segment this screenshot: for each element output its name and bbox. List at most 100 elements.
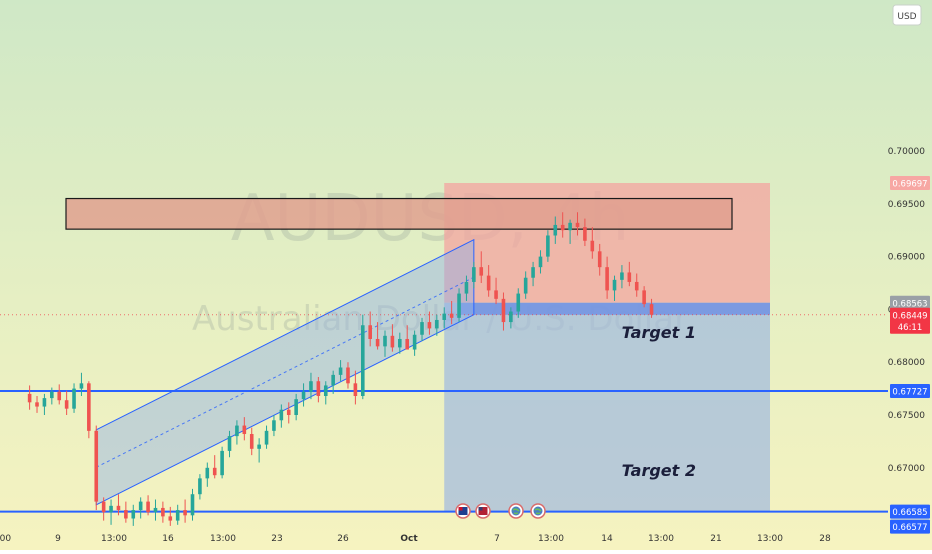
candle-body [116,505,121,511]
candle [279,404,284,428]
candle-body [590,240,595,252]
candle [560,212,565,238]
candle-body [435,319,439,329]
candle [153,499,158,521]
globe-icon [508,503,524,519]
candle [338,360,343,382]
candle-body [546,235,550,257]
candle-body [264,430,269,445]
candle-body [257,444,261,449]
candle-body [323,385,328,396]
candle [309,372,313,400]
us-flag-icon-fill [478,507,488,515]
candle-body [131,510,136,519]
stop-badge-bg [890,176,930,191]
price-tick: 0.70000 [888,147,925,157]
candle [405,325,410,350]
candle [583,218,587,247]
candle-body [175,510,180,521]
candle-body [568,222,572,231]
candle-body [72,388,76,409]
candle-body [634,281,639,291]
target-1-badge-text: 0.67727 [892,388,927,398]
take-profit-zone [444,302,770,512]
time-tick: 13:00 [538,534,564,544]
candle [235,420,239,445]
candle [161,501,165,523]
candle [220,446,224,479]
price-tick: 0.69500 [888,200,925,210]
target-1-label: Target 1 [622,323,696,342]
candle [523,271,528,299]
below-badge-text: 0.66577 [892,523,927,533]
candle-body [94,430,99,502]
time-tick: 13:00 [210,534,236,544]
candle-body [279,409,284,421]
candle [449,300,454,325]
candle-body [79,383,84,389]
candle-body [368,325,372,339]
candle [612,275,617,301]
candle-body [294,399,298,416]
candle [390,324,395,352]
currency-label: USD [897,12,916,22]
globe-icon [530,503,546,519]
candle [227,430,232,458]
candle [87,381,91,439]
candles-layer [27,212,654,526]
candle [642,286,646,308]
price-tick: 0.67000 [888,464,925,474]
candle [183,499,187,523]
time-tick: 23 [271,534,282,544]
candle-body [346,367,350,384]
time-axis[interactable]: 8:00 9 13:00 16 13:00 23 26 Oct 7 13:00 14 13:00 21 1… [0,534,831,544]
candle [398,332,402,354]
candle-body [457,293,461,318]
candle-body [153,507,158,513]
price-tick: 0.69000 [888,253,925,263]
candle-body [360,325,365,396]
candle-body [464,281,469,294]
candle-body [242,425,247,435]
candle [501,292,506,331]
entry-badge: 0.68563 [890,295,930,310]
price-badges: 0.69697 0.68563 0.68449 46:11 0.67727 0.66585… [890,176,930,534]
candle [27,385,32,410]
candle [346,362,350,389]
target-2-badge-bg [890,504,930,519]
time-tick: 14 [601,534,613,544]
candle [427,311,432,335]
candle-body [509,311,513,323]
candle [175,504,180,525]
candle-body [146,501,150,513]
us-flag-icon-canton [478,507,483,511]
candle-body [338,367,343,375]
us-flag-icon [475,503,491,519]
candle-body [427,322,432,329]
time-tick: 13:00 [648,534,674,544]
candle-body [420,322,424,335]
candle-body [597,251,602,268]
target-2-badge-text: 0.66585 [892,508,927,518]
events-layer [455,503,546,519]
time-tick: 9 [55,534,61,544]
candle-body [190,494,195,516]
candle-body [523,277,528,294]
candle-body [649,304,654,315]
target-2-badge: 0.66585 [890,504,930,519]
target-1-badge: 0.67727 [890,384,930,399]
candle-body [575,222,580,228]
candle [286,402,291,424]
candle [420,317,424,342]
candle-body [316,381,321,396]
candle [620,265,624,289]
globe-icon-fill [511,506,521,516]
candle [531,261,535,287]
candle [649,298,654,318]
currency-badge[interactable] [892,4,922,26]
candle [546,230,550,262]
candle [627,261,632,287]
target-2-label: Target 2 [622,461,696,480]
